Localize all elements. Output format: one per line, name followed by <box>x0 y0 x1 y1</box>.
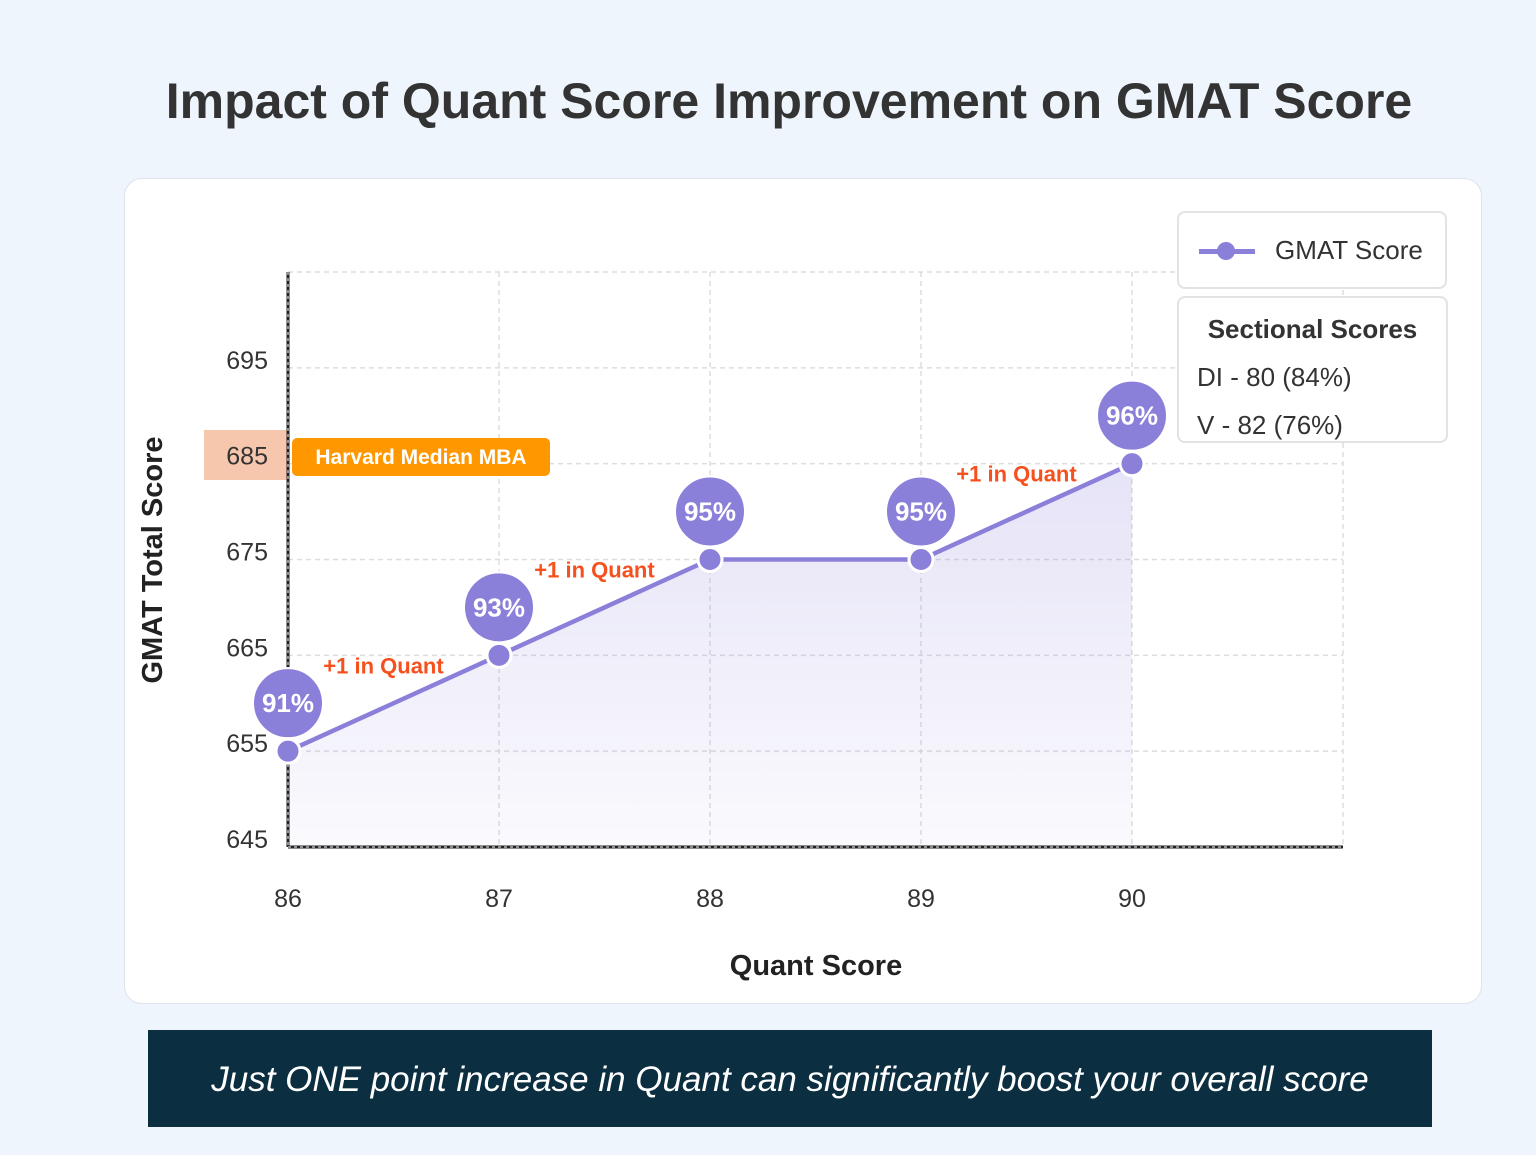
data-point <box>907 546 935 573</box>
legend-label: GMAT Score <box>1275 235 1423 265</box>
y-tick-label: 675 <box>226 539 268 567</box>
y-tick-label: 695 <box>226 347 268 375</box>
legend-marker-icon <box>1217 242 1235 260</box>
sectional-score-v: V - 82 (76%) <box>1197 410 1343 440</box>
reference-tick-highlight <box>204 430 288 480</box>
x-axis-title: Quant Score <box>730 950 902 982</box>
x-tick-label: 88 <box>696 885 724 913</box>
quant-increase-annotation: +1 in Quant <box>956 462 1077 487</box>
quant-increase-annotation: +1 in Quant <box>323 653 444 678</box>
percentile-label: 95% <box>684 497 736 527</box>
data-point <box>485 641 513 669</box>
y-tick-label: 665 <box>226 634 268 662</box>
takeaway-banner: Just ONE point increase in Quant can sig… <box>148 1030 1432 1127</box>
y-tick-label: 685 <box>226 443 268 471</box>
percentile-bubble <box>674 475 746 548</box>
x-tick-label: 89 <box>907 885 935 913</box>
percentile-label: 91% <box>262 688 314 718</box>
data-point <box>1118 450 1146 478</box>
x-tick-label: 90 <box>1118 885 1146 913</box>
data-point <box>696 546 724 573</box>
legend: GMAT Score <box>1177 211 1447 289</box>
percentile-bubble <box>1096 379 1168 452</box>
percentile-bubble <box>463 571 535 644</box>
harvard-median-label: Harvard Median MBA <box>292 438 550 476</box>
percentile-label: 95% <box>895 497 947 527</box>
percentile-bubble <box>885 475 957 548</box>
percentile-label: 96% <box>1106 401 1158 431</box>
y-tick-label: 655 <box>226 730 268 758</box>
sectional-scores-box: Sectional Scores DI - 80 (84%) V - 82 (7… <box>1177 296 1448 443</box>
data-point <box>274 737 302 765</box>
y-axis-title: GMAT Total Score <box>137 436 169 683</box>
x-tick-label: 87 <box>485 885 513 913</box>
quant-increase-annotation: +1 in Quant <box>534 557 655 582</box>
percentile-label: 93% <box>473 592 525 622</box>
sectional-score-di: DI - 80 (84%) <box>1197 362 1352 392</box>
y-tick-label: 645 <box>226 826 268 854</box>
percentile-bubble <box>252 667 324 740</box>
chart-title: Impact of Quant Score Improvement on GMA… <box>165 73 1413 129</box>
x-tick-label: 86 <box>274 885 302 913</box>
sectional-scores-title: Sectional Scores <box>1207 314 1418 344</box>
